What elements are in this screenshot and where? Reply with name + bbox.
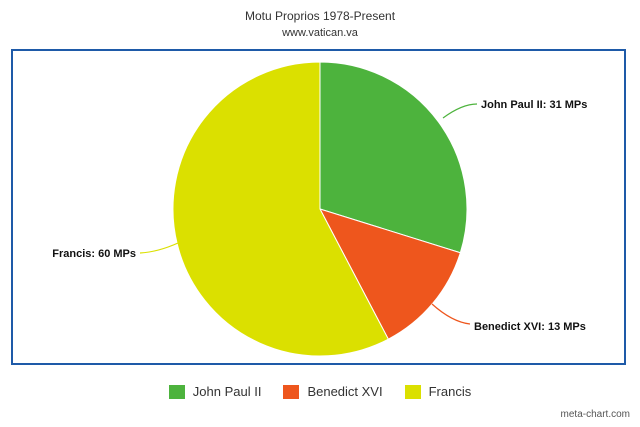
legend-swatch-francis: [404, 384, 421, 399]
leader-line-benedict-xvi: [431, 303, 471, 325]
legend-item-benedict-xvi[interactable]: Benedict XVI: [283, 384, 383, 399]
pie-leader-lines: [139, 103, 478, 325]
plot-area-frame: [11, 49, 626, 365]
pie-slice-labels: John Paul II: 31 MPs Benedict XVI: 13 MPs…: [52, 99, 587, 333]
meta-chart-watermark: meta-chart.com: [560, 409, 630, 420]
pie-slices: [172, 61, 468, 357]
legend-item-john-paul-ii[interactable]: John Paul II: [168, 384, 262, 399]
leader-line-francis: [139, 242, 179, 254]
slice-label-francis: Francis: 60 MPs: [52, 248, 136, 260]
leader-line-john-paul-ii: [442, 103, 478, 119]
legend-label-john-paul-ii: John Paul II: [192, 384, 262, 399]
legend-label-francis: Francis: [428, 384, 472, 399]
legend-item-francis[interactable]: Francis: [404, 384, 472, 399]
chart-subtitle: www.vatican.va: [282, 27, 358, 39]
chart-legend: John Paul II Benedict XVI Francis: [0, 384, 640, 399]
pie-slice-francis[interactable]: [172, 61, 389, 357]
pie-slice-benedict-xvi[interactable]: [318, 208, 461, 340]
pie-slice-john-paul-ii[interactable]: [319, 61, 468, 254]
legend-swatch-john-paul-ii: [168, 384, 185, 399]
chart-title: Motu Proprios 1978-Present: [244, 9, 396, 23]
slice-label-benedict-xvi: Benedict XVI: 13 MPs: [474, 321, 586, 333]
legend-swatch-benedict-xvi: [283, 384, 300, 399]
slice-label-john-paul-ii: John Paul II: 31 MPs: [481, 99, 587, 111]
legend-label-benedict-xvi: Benedict XVI: [307, 384, 383, 399]
